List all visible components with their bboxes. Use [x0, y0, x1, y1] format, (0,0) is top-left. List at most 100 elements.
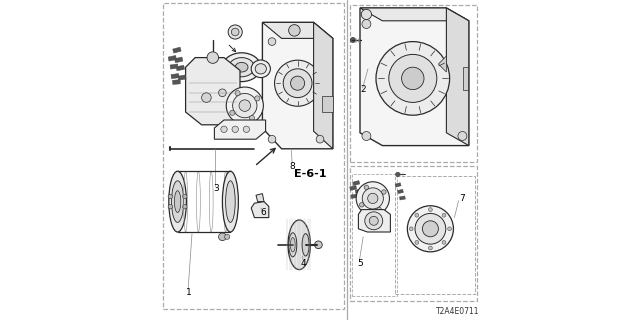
Circle shape: [239, 100, 251, 111]
Circle shape: [458, 132, 467, 140]
Circle shape: [250, 116, 255, 121]
Circle shape: [360, 203, 364, 207]
Circle shape: [289, 25, 300, 36]
Bar: [172, 80, 180, 84]
Circle shape: [422, 221, 438, 237]
Bar: [463, 67, 468, 90]
Circle shape: [232, 126, 238, 132]
Polygon shape: [251, 202, 269, 218]
Circle shape: [268, 38, 276, 45]
Circle shape: [407, 206, 453, 252]
Circle shape: [376, 42, 450, 115]
Polygon shape: [360, 8, 468, 146]
Bar: [351, 194, 358, 198]
Circle shape: [202, 93, 211, 102]
Ellipse shape: [174, 191, 180, 212]
Bar: [178, 75, 186, 80]
Text: 2: 2: [360, 85, 365, 94]
Circle shape: [207, 52, 219, 63]
Bar: [175, 57, 183, 63]
Circle shape: [235, 91, 240, 96]
Circle shape: [233, 93, 257, 118]
Circle shape: [351, 37, 356, 43]
Circle shape: [268, 135, 276, 143]
Text: T2A4E0711: T2A4E0711: [436, 307, 479, 316]
Circle shape: [364, 185, 369, 189]
Text: 6: 6: [261, 208, 266, 217]
Polygon shape: [358, 210, 390, 232]
Circle shape: [415, 240, 419, 244]
Text: 7: 7: [460, 194, 465, 203]
Bar: [322, 96, 333, 112]
Polygon shape: [186, 58, 240, 125]
Circle shape: [429, 208, 433, 212]
Circle shape: [315, 241, 322, 249]
Circle shape: [369, 216, 378, 225]
Ellipse shape: [223, 53, 261, 82]
Bar: [352, 174, 397, 296]
Polygon shape: [360, 8, 468, 21]
Bar: [163, 3, 344, 309]
Ellipse shape: [236, 62, 248, 72]
Circle shape: [168, 194, 173, 199]
Bar: [353, 180, 360, 186]
Bar: [395, 183, 401, 187]
Bar: [349, 186, 356, 190]
Bar: [351, 166, 477, 301]
Bar: [351, 5, 477, 162]
Circle shape: [442, 213, 446, 217]
Circle shape: [402, 67, 424, 90]
Circle shape: [227, 87, 264, 124]
Circle shape: [221, 126, 227, 132]
Ellipse shape: [302, 234, 309, 256]
Circle shape: [182, 194, 187, 199]
Circle shape: [275, 60, 321, 106]
Circle shape: [284, 69, 312, 98]
Circle shape: [243, 126, 250, 132]
Ellipse shape: [226, 181, 236, 222]
Polygon shape: [262, 22, 333, 149]
Circle shape: [168, 204, 173, 209]
Text: 8: 8: [290, 162, 295, 171]
Circle shape: [362, 132, 371, 140]
Polygon shape: [314, 22, 333, 149]
Polygon shape: [256, 194, 264, 202]
Circle shape: [255, 96, 260, 101]
Circle shape: [381, 190, 386, 194]
Bar: [397, 189, 403, 194]
Text: 3: 3: [212, 184, 218, 193]
Circle shape: [232, 28, 239, 36]
Circle shape: [442, 240, 446, 244]
Circle shape: [377, 207, 381, 212]
Ellipse shape: [252, 60, 271, 77]
Circle shape: [415, 213, 445, 244]
Bar: [399, 196, 405, 200]
Text: 1: 1: [186, 288, 191, 297]
Ellipse shape: [169, 171, 186, 232]
Circle shape: [448, 227, 452, 231]
Bar: [173, 47, 181, 53]
Circle shape: [429, 246, 433, 250]
Circle shape: [362, 188, 383, 209]
Polygon shape: [214, 120, 266, 139]
Circle shape: [230, 110, 235, 115]
Bar: [358, 197, 365, 202]
Bar: [168, 55, 177, 61]
Text: 5: 5: [357, 260, 362, 268]
Ellipse shape: [255, 64, 266, 74]
Bar: [355, 189, 362, 194]
Bar: [176, 65, 184, 71]
Ellipse shape: [289, 233, 297, 257]
Circle shape: [316, 135, 324, 143]
Polygon shape: [447, 8, 468, 146]
Circle shape: [291, 76, 305, 90]
Bar: [170, 64, 178, 69]
Circle shape: [389, 54, 437, 102]
Ellipse shape: [288, 220, 310, 269]
Circle shape: [396, 172, 400, 177]
Circle shape: [219, 233, 227, 241]
Circle shape: [182, 204, 187, 209]
Polygon shape: [262, 22, 333, 38]
Circle shape: [361, 9, 371, 20]
Ellipse shape: [291, 237, 295, 252]
